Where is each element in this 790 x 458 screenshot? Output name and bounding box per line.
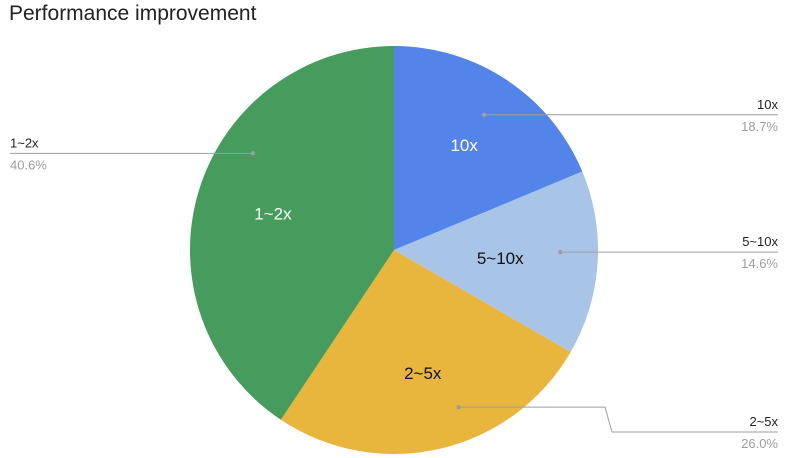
slice-label-1-2x: 1~2x [254, 204, 292, 223]
slice-label-5-10x: 5~10x [477, 249, 524, 268]
leader-line-2-5x [458, 406, 778, 433]
legend-label-10x: 10x [757, 97, 778, 112]
legend-label-2-5x: 2~5x [749, 414, 778, 429]
legend-label-5-10x: 5~10x [742, 234, 778, 249]
pie-slice-5-10x [394, 171, 599, 352]
slice-label-2-5x: 2~5x [404, 364, 442, 383]
chart-title: Performance improvement [9, 2, 257, 25]
pie-slice-10x [394, 46, 583, 250]
legend-percent-2-5x: 26.0% [741, 436, 778, 451]
leader-dot-10x [481, 112, 487, 117]
pie-slice-2-5x [280, 250, 571, 455]
legend-percent-5-10x: 14.6% [741, 256, 778, 271]
legend-label-1-2x: 1~2x [10, 135, 39, 150]
legend-percent-10x: 18.7% [741, 119, 778, 134]
legend-percent-1-2x: 40.6% [10, 157, 47, 172]
pie-slice-1-2x [189, 46, 394, 420]
slice-label-10x: 10x [450, 136, 478, 155]
